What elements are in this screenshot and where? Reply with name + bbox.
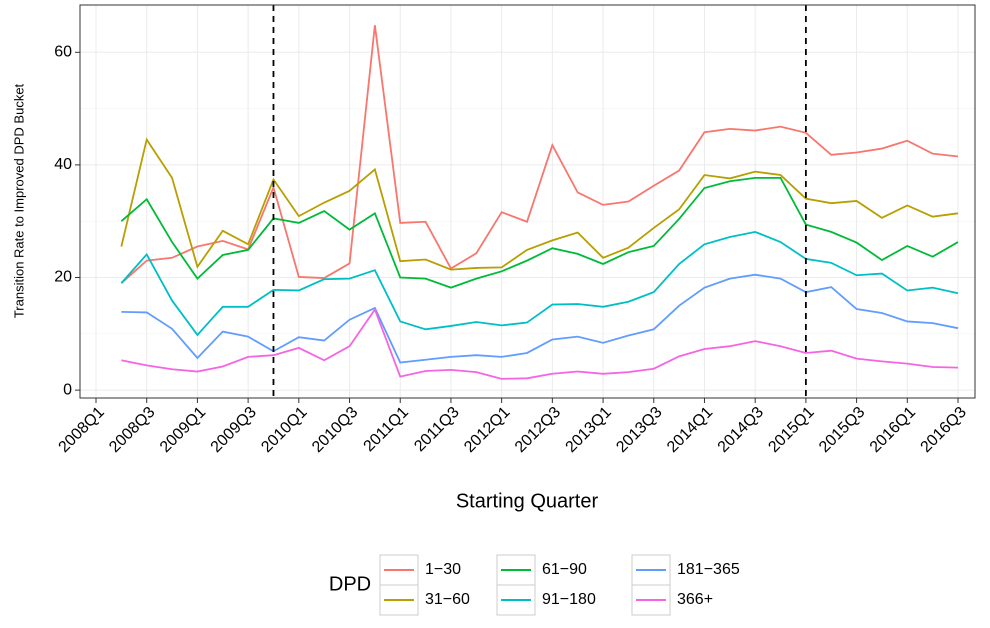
x-tick-label: 2009Q3 <box>208 404 260 456</box>
x-axis-title: Starting Quarter <box>456 490 599 512</box>
x-tick-label: 2010Q1 <box>258 404 310 456</box>
y-tick-label: 20 <box>54 269 72 286</box>
y-tick-label: 0 <box>63 381 72 398</box>
series-line <box>121 307 959 380</box>
legend-label: 1−30 <box>425 561 461 578</box>
y-tick-label: 60 <box>54 44 72 61</box>
x-tick-label: 2009Q1 <box>157 404 209 456</box>
legend-label: 61−90 <box>542 561 587 578</box>
legend-label: 366+ <box>677 591 713 608</box>
x-tick-label: 2011Q1 <box>361 404 413 456</box>
series-line <box>121 273 959 364</box>
x-tick-label: 2013Q1 <box>563 404 615 456</box>
x-tick-label: 2011Q3 <box>411 404 463 456</box>
x-tick-label: 2016Q3 <box>918 404 970 456</box>
x-tick-label: 2008Q3 <box>106 404 158 456</box>
x-tick-label: 2016Q1 <box>867 404 919 456</box>
x-tick-label: 2008Q1 <box>56 404 108 456</box>
legend-label: 91−180 <box>542 591 596 608</box>
legend-title: DPD <box>329 573 371 595</box>
series-line <box>120 230 959 337</box>
x-tick-label: 2010Q3 <box>309 404 361 456</box>
legend-label: 31−60 <box>425 591 470 608</box>
plot-border <box>79 4 976 399</box>
x-tick-label: 2013Q3 <box>613 404 665 456</box>
x-tick-label: 2015Q3 <box>816 404 868 456</box>
x-tick-label: 2014Q3 <box>715 404 767 456</box>
x-tick-label: 2014Q1 <box>664 404 716 456</box>
series-line <box>120 137 959 271</box>
legend-label: 181−365 <box>677 561 740 578</box>
x-tick-label: 2012Q3 <box>512 404 564 456</box>
series-line <box>120 25 959 284</box>
x-tick-label: 2015Q1 <box>765 404 817 456</box>
y-axis-title: Transition Rate to Improved DPD Bucket <box>11 83 26 318</box>
y-tick-label: 40 <box>54 156 72 173</box>
x-tick-label: 2012Q1 <box>461 404 513 456</box>
series-line <box>120 176 959 289</box>
